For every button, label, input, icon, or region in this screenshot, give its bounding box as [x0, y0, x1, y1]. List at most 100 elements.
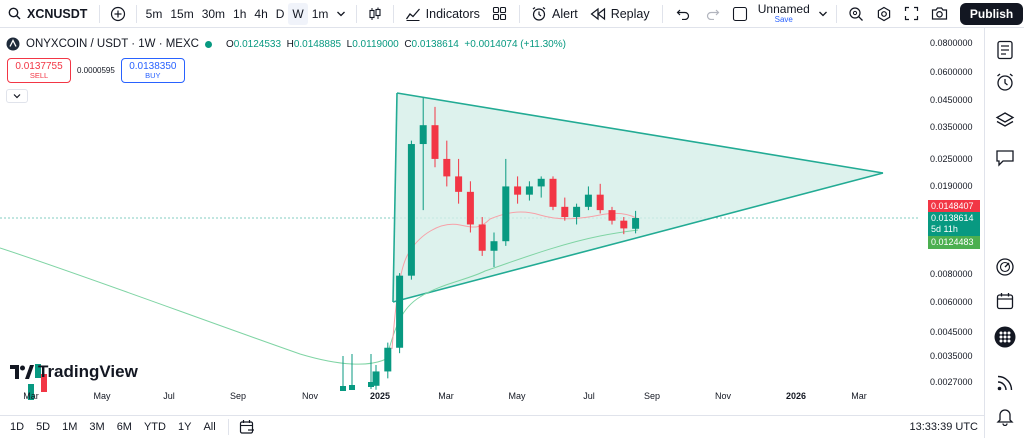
- fullscreen-button[interactable]: [898, 0, 925, 28]
- time-axis[interactable]: Mar May Jul Sep Nov 2025 Mar May Jul Sep…: [0, 391, 920, 437]
- candle-body: [537, 178, 545, 187]
- dots-grid-icon: [994, 326, 1016, 348]
- interval-5m[interactable]: 5m: [145, 6, 163, 21]
- snapshot-button[interactable]: [925, 0, 954, 28]
- calendar-icon: [996, 292, 1014, 310]
- chart-pane[interactable]: ONYXCOIN / USDT · 1W · MEXC O0.0124533 H…: [0, 29, 984, 415]
- utc-clock[interactable]: 13:33:39 UTC: [909, 421, 978, 433]
- layout-dropdown[interactable]: [816, 0, 830, 28]
- time-axis-label: Jul: [163, 391, 175, 401]
- calendar-button[interactable]: [993, 289, 1017, 313]
- time-axis-label: 2025: [369, 391, 391, 401]
- close-label: C: [404, 38, 412, 50]
- quick-search-button[interactable]: [842, 0, 870, 28]
- gauge-icon: [995, 257, 1015, 277]
- range-1y[interactable]: 1Y: [177, 421, 192, 433]
- price-tag-countdown: 5d 11h: [928, 223, 980, 236]
- ohlc-values: O0.0124533 H0.0148885 L0.0119000 C0.0138…: [226, 39, 566, 50]
- high-label: H: [286, 38, 294, 50]
- top-toolbar: XCNUSDT 5m 15m 30m 1h 4h D W 1m Indicato…: [0, 0, 1024, 28]
- layouts-button[interactable]: [486, 0, 513, 28]
- interval-1m[interactable]: 1m: [311, 6, 329, 21]
- layout-name: Unnamed: [757, 2, 810, 16]
- symbol-search[interactable]: XCNUSDT: [0, 0, 93, 28]
- triangle-upper-line: [396, 92, 884, 174]
- buy-button[interactable]: 0.0138350 BUY: [120, 58, 185, 83]
- candle-body: [35, 364, 41, 378]
- plus-circle-icon: [110, 6, 126, 22]
- layout-checkbox[interactable]: [728, 0, 752, 28]
- object-tree-button[interactable]: [993, 108, 1017, 132]
- candle-body: [372, 371, 380, 386]
- triangle-left-line: [392, 92, 398, 303]
- candle-body: [573, 206, 581, 218]
- price-axis-label: 0.0060000: [930, 297, 973, 307]
- market-status-dot: [204, 40, 212, 48]
- replay-label: Replay: [610, 6, 650, 21]
- close-value: 0.0138614: [411, 38, 459, 50]
- compare-symbol-button[interactable]: [106, 0, 130, 28]
- candle-body: [608, 210, 616, 221]
- interval-dropdown[interactable]: [332, 0, 350, 28]
- indicators-button[interactable]: Indicators: [399, 0, 486, 28]
- sell-button[interactable]: 0.0137755 SELL: [7, 58, 71, 83]
- watchlist-button[interactable]: [993, 38, 1017, 62]
- interval-15m[interactable]: 15m: [170, 6, 194, 21]
- chart-type-button[interactable]: [363, 0, 387, 28]
- candle-body: [584, 194, 592, 207]
- open-label: O: [225, 38, 234, 50]
- time-axis-label: May: [93, 391, 111, 401]
- replay-button[interactable]: Replay: [584, 0, 656, 28]
- rewind-icon: [590, 7, 606, 21]
- price-axis[interactable]: 0.0800000 0.0600000 0.0450000 0.0350000 …: [920, 29, 984, 415]
- legend-collapse-button[interactable]: [6, 89, 28, 103]
- candles-group: [28, 97, 640, 400]
- range-1m[interactable]: 1M: [62, 421, 78, 433]
- alert-button[interactable]: Alert: [525, 0, 584, 28]
- interval-4h[interactable]: 4h: [254, 6, 268, 21]
- date-range-icon[interactable]: [235, 419, 259, 435]
- time-axis-label: Jul: [583, 391, 595, 401]
- range-5d[interactable]: 5D: [36, 421, 51, 433]
- range-3m[interactable]: 3M: [89, 421, 105, 433]
- price-axis-label: 0.0045000: [930, 327, 973, 337]
- chevron-down-icon: [818, 10, 828, 18]
- publish-button[interactable]: Publish: [959, 2, 1024, 25]
- candle-body: [443, 158, 451, 177]
- streams-button[interactable]: [993, 371, 1017, 395]
- interval-30m[interactable]: 30m: [201, 6, 226, 21]
- redo-button[interactable]: [698, 0, 728, 28]
- range-6m[interactable]: 6M: [116, 421, 132, 433]
- range-all[interactable]: All: [203, 421, 216, 433]
- interval-d[interactable]: D: [275, 6, 285, 21]
- notifications-button[interactable]: [993, 404, 1017, 428]
- symbol-title[interactable]: ONYXCOIN / USDT · 1W · MEXC: [26, 38, 199, 50]
- candle-body: [384, 347, 392, 372]
- layout-name-button[interactable]: Unnamed Save: [752, 0, 816, 28]
- candle-body: [349, 385, 355, 390]
- chart-canvas[interactable]: [0, 29, 984, 415]
- range-ytd[interactable]: YTD: [143, 421, 166, 433]
- candle-body: [28, 384, 34, 400]
- search-settings-icon: [848, 6, 864, 22]
- bottom-toolbar: 1D 5D 1M 3M 6M YTD 1Y All 13:33:39 UTC: [0, 415, 984, 438]
- price-axis-label: 0.0350000: [930, 122, 973, 132]
- tradingview-watermark[interactable]: TradingView: [10, 362, 138, 382]
- price-axis-label: 0.0600000: [930, 67, 973, 77]
- undo-button[interactable]: [668, 0, 698, 28]
- interval-w[interactable]: W: [288, 2, 308, 25]
- coin-logo-icon: [6, 37, 20, 51]
- buy-label: BUY: [145, 70, 161, 80]
- technicals-button[interactable]: [993, 255, 1017, 279]
- fullscreen-icon: [904, 6, 919, 21]
- sell-price: 0.0137755: [15, 60, 63, 72]
- candle-body: [525, 186, 533, 195]
- interval-1h[interactable]: 1h: [233, 6, 247, 21]
- range-1d[interactable]: 1D: [10, 421, 25, 433]
- alerts-button[interactable]: [993, 70, 1017, 94]
- candle-body: [368, 382, 374, 387]
- products-button[interactable]: [993, 325, 1017, 349]
- chats-button[interactable]: [993, 146, 1017, 170]
- chat-bubble-icon: [995, 149, 1015, 167]
- settings-button[interactable]: [870, 0, 898, 28]
